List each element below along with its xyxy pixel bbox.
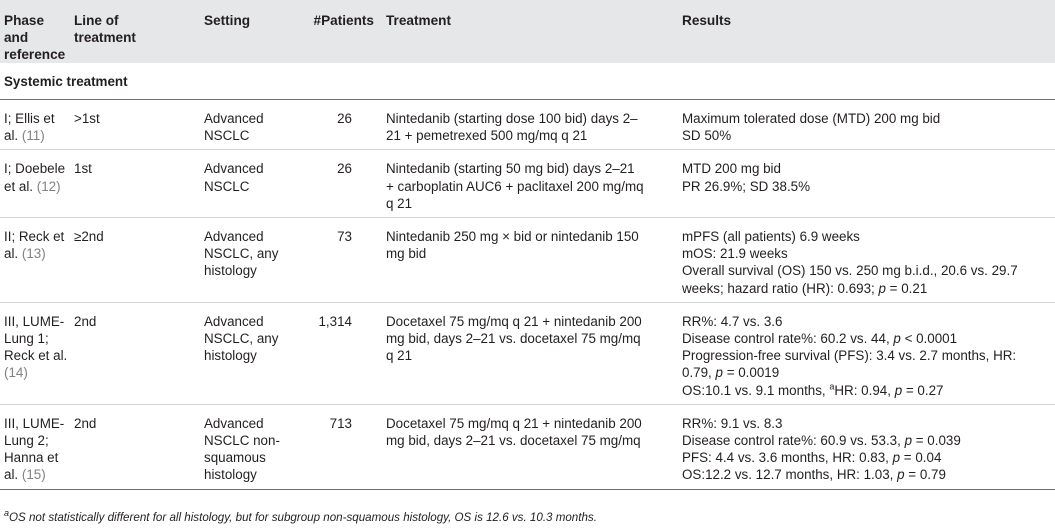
result-line: Maximum tolerated dose (MTD) 200 mg bid xyxy=(682,111,941,126)
reference-link[interactable]: (15) xyxy=(21,467,46,483)
footnote: aOS not statistically different for all … xyxy=(4,508,597,524)
section-title: Systemic treatment xyxy=(0,63,1055,100)
reference-link[interactable]: (13) xyxy=(21,246,46,262)
result-line: MTD 200 mg bid xyxy=(682,161,781,177)
table-row: III, LUME-Lung 2; Hanna et al. (15) 2nd Ad… xyxy=(0,404,1055,490)
cell-treatment: Docetaxel 75 mg/mq q 21 + nintedanib 200… xyxy=(382,404,678,490)
table-header-row: Phase and reference Line of treatment Se… xyxy=(0,0,1055,63)
cell-phase: II; Reck et al. (13) xyxy=(0,217,72,303)
result-line: PFS: 4.4 vs. 3.6 months, HR: 0.83, p = 0… xyxy=(682,450,942,466)
cell-treatment: Docetaxel 75 mg/mq q 21 + nintedanib 200… xyxy=(382,302,678,405)
cell-results: Maximum tolerated dose (MTD) 200 mg bid S… xyxy=(678,99,1055,151)
cell-phase: I; Ellis et al. (11) xyxy=(0,99,72,151)
phase-text: I; Ellis et al. xyxy=(4,111,55,144)
result-line: mPFS (all patients) 6.9 weeks xyxy=(682,229,860,245)
section-row: Systemic treatment xyxy=(0,63,1055,100)
cell-patients: 713 xyxy=(304,404,382,490)
cell-results: RR%: 9.1 vs. 8.3 Disease control rate%: 6… xyxy=(678,404,1055,490)
cell-results: RR%: 4.7 vs. 3.6 Disease control rate%: 6… xyxy=(678,302,1055,405)
trials-table: Phase and reference Line of treatment Se… xyxy=(0,0,1055,490)
cell-results: mPFS (all patients) 6.9 weeks mOS: 21.9 w… xyxy=(678,217,1055,303)
result-line: Overall survival (OS) 150 vs. 250 mg b.i… xyxy=(682,263,1018,296)
cell-treatment: Nintedanib (starting 50 mg bid) days 2–2… xyxy=(382,149,678,219)
result-line: RR%: 4.7 vs. 3.6 xyxy=(682,313,783,329)
header-setting: Setting xyxy=(200,0,304,63)
table-row: III, LUME-Lung 1; Reck et al. (14) 2nd Adv… xyxy=(0,302,1055,405)
cell-patients: 26 xyxy=(304,99,382,151)
phase-text: II; Reck et al. xyxy=(4,229,65,262)
result-line: PR 26.9%; SD 38.5% xyxy=(682,178,811,194)
cell-line: 1st xyxy=(72,149,200,219)
footnote-marker: a xyxy=(4,508,10,519)
result-line: mOS: 21.9 weeks xyxy=(682,246,788,262)
result-line: OS:10.1 vs. 9.1 months, aHR: 0.94, p = 0… xyxy=(682,381,944,398)
cell-line: 2nd xyxy=(72,302,200,405)
result-line: Progression-free survival (PFS): 3.4 vs.… xyxy=(682,348,1017,381)
header-results: Results xyxy=(678,0,1055,63)
result-line: RR%: 9.1 vs. 8.3 xyxy=(682,415,783,431)
phase-text: III, LUME-Lung 2; Hanna et al. xyxy=(4,415,65,483)
header-phase: Phase and reference xyxy=(0,0,72,63)
cell-setting: Advanced NSCLC xyxy=(200,99,304,151)
table-row: I; Ellis et al. (11) >1st Advanced NSCLC 26… xyxy=(0,99,1055,151)
reference-link[interactable]: (14) xyxy=(4,365,28,381)
reference-link[interactable]: (12) xyxy=(36,178,61,194)
cell-results: MTD 200 mg bid PR 26.9%; SD 38.5% xyxy=(678,149,1055,219)
table-row: II; Reck et al. (13) ≥2nd Advanced NSCLC, … xyxy=(0,217,1055,303)
cell-setting: Advanced NSCLC non-squamous histology xyxy=(200,404,304,490)
cell-phase: I; Doebele et al. (12) xyxy=(0,149,72,219)
cell-line: >1st xyxy=(72,99,200,151)
cell-patients: 73 xyxy=(304,217,382,303)
result-line: OS:12.2 vs. 12.7 months, HR: 1.03, p = 0… xyxy=(682,467,946,483)
cell-treatment: Nintedanib (starting dose 100 bid) days … xyxy=(382,99,678,151)
phase-text: III, LUME-Lung 1; Reck et al. xyxy=(4,313,68,364)
cell-line: ≥2nd xyxy=(72,217,200,303)
phase-text: I; Doebele et al. xyxy=(4,161,66,194)
result-line: SD 50% xyxy=(682,128,732,144)
cell-treatment: Nintedanib 250 mg × bid or nintedanib 15… xyxy=(382,217,678,303)
table-row: I; Doebele et al. (12) 1st Advanced NSCLC 2… xyxy=(0,149,1055,219)
result-line: Disease control rate%: 60.2 vs. 44, p < … xyxy=(682,331,958,347)
result-line: Disease control rate%: 60.9 vs. 53.3, p … xyxy=(682,433,961,449)
cell-setting: Advanced NSCLC xyxy=(200,149,304,219)
header-patients: #Patients xyxy=(304,0,382,63)
cell-setting: Advanced NSCLC, any histology xyxy=(200,302,304,405)
cell-phase: III, LUME-Lung 1; Reck et al. (14) xyxy=(0,302,72,405)
header-treatment: Treatment xyxy=(382,0,678,63)
cell-setting: Advanced NSCLC, any histology xyxy=(200,217,304,303)
cell-phase: III, LUME-Lung 2; Hanna et al. (15) xyxy=(0,404,72,490)
header-line: Line of treatment xyxy=(72,0,200,63)
cell-patients: 26 xyxy=(304,149,382,219)
reference-link[interactable]: (11) xyxy=(21,128,45,144)
cell-line: 2nd xyxy=(72,404,200,490)
cell-patients: 1,314 xyxy=(304,302,382,405)
footnote-text: OS not statistically different for all h… xyxy=(9,511,597,524)
